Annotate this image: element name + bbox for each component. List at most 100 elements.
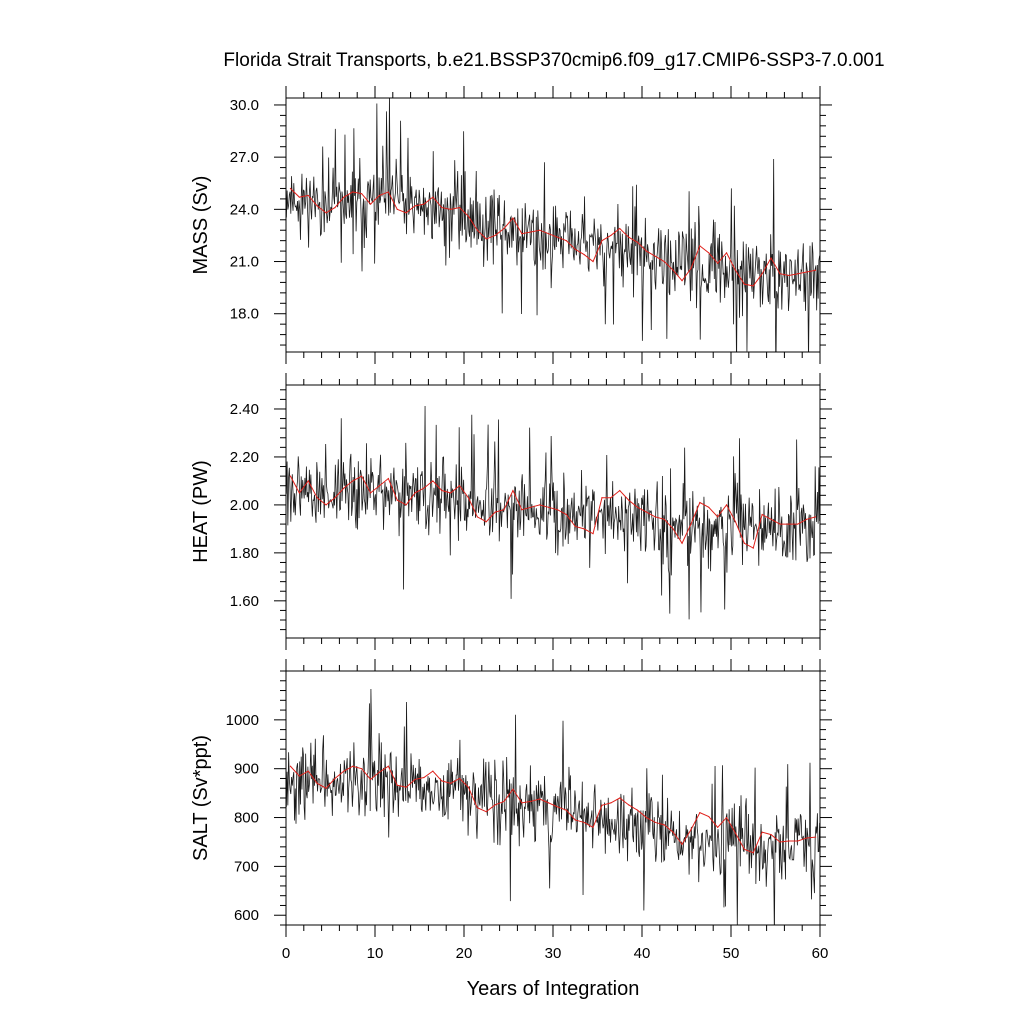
annual-mean-point [708, 506, 710, 508]
annual-mean-point [467, 497, 470, 499]
annual-mean-line [290, 188, 816, 287]
annual-mean-point [717, 516, 719, 518]
annual-mean-point [414, 205, 416, 207]
annual-mean-point [628, 804, 630, 806]
annual-mean-point [405, 786, 407, 788]
annual-mean-point [343, 487, 345, 489]
annual-mean-point [734, 832, 737, 834]
annual-mean-point [369, 778, 372, 781]
annual-mean-point [814, 269, 817, 271]
annual-mean-point [547, 233, 550, 235]
annual-mean-point [485, 811, 487, 813]
annual-mean-point [298, 492, 300, 494]
x-tick-label: 30 [545, 945, 562, 962]
annual-mean-point [432, 196, 434, 198]
annual-mean-point [458, 207, 461, 209]
annual-mean-point [387, 765, 389, 767]
x-tick-label: 50 [723, 945, 740, 962]
annual-mean-point [476, 516, 478, 518]
annual-mean-point [592, 533, 594, 535]
y-tick-label: 18.0 [230, 306, 259, 323]
annual-mean-point [565, 240, 567, 242]
annual-mean-point [378, 771, 381, 773]
annual-mean-point [369, 203, 372, 205]
annual-mean-point [441, 207, 443, 209]
annual-mean-point [681, 280, 683, 282]
annual-mean-point [619, 227, 621, 230]
annual-mean-point [574, 819, 576, 821]
annual-mean-point [405, 504, 407, 506]
annual-mean-point [645, 816, 648, 819]
monthly-series-line [286, 98, 820, 352]
annual-mean-point [690, 829, 692, 831]
annual-mean-point [806, 837, 808, 839]
annual-mean-point [628, 499, 630, 501]
monthly-series-line [286, 405, 820, 620]
y-tick-label: 700 [234, 858, 259, 875]
annual-mean-point [539, 798, 541, 800]
annual-mean-point [556, 236, 559, 238]
panel-1: 1.60 1.80 2.00 2.20 2.40 HEAT (PW) [190, 373, 832, 650]
annual-mean-point [325, 212, 327, 214]
y-tick-label: 2.00 [230, 497, 259, 514]
annual-mean-point [663, 260, 665, 263]
annual-mean-point [396, 784, 398, 786]
annual-mean-point [503, 509, 505, 511]
annual-mean-point [610, 234, 612, 237]
annual-mean-point [779, 523, 781, 525]
annual-mean-point [361, 475, 363, 477]
annual-mean-point [672, 528, 674, 530]
annual-mean-point [636, 506, 639, 508]
annual-mean-point [610, 802, 612, 804]
annual-mean-point [592, 826, 594, 828]
annual-mean-point [343, 770, 345, 772]
annual-mean-point [476, 229, 478, 231]
y-tick-label: 24.0 [230, 201, 259, 218]
y-tick-label: 2.40 [230, 401, 259, 418]
annual-mean-point [814, 516, 817, 518]
x-tick-label: 20 [456, 945, 473, 962]
x-tick-label: 60 [812, 945, 829, 962]
annual-mean-point [485, 521, 487, 523]
annual-mean-point [654, 516, 656, 518]
annual-mean-point [743, 283, 745, 285]
annual-mean-point [325, 504, 327, 506]
y-tick-label: 1000 [226, 712, 259, 729]
annual-mean-point [788, 840, 790, 842]
annual-mean-point [414, 492, 416, 494]
annual-mean-point [289, 187, 292, 190]
y-tick-label: 2.20 [230, 449, 259, 466]
annual-mean-point [547, 802, 550, 804]
annual-mean-point [458, 485, 461, 487]
annual-mean-point [423, 776, 425, 779]
annual-mean-point [432, 770, 434, 772]
y-tick-label: 1.80 [230, 545, 259, 562]
annual-mean-point [814, 836, 817, 838]
annual-mean-point [325, 787, 327, 789]
annual-mean-point [352, 191, 354, 193]
annual-mean-point [601, 240, 603, 242]
annual-mean-point [574, 525, 576, 528]
annual-mean-point [521, 509, 523, 511]
annual-mean-point [752, 547, 754, 549]
annual-mean-point [788, 274, 790, 277]
annual-mean-point [414, 778, 416, 781]
annual-mean-point [396, 499, 398, 501]
annual-mean-point [539, 229, 541, 231]
annual-mean-point [565, 809, 567, 811]
annual-mean-point [334, 777, 336, 780]
annual-mean-point [645, 511, 648, 513]
annual-mean-point [352, 480, 354, 482]
annual-mean-point [450, 782, 452, 784]
annual-mean-point [619, 797, 621, 799]
y-tick-label: 800 [234, 810, 259, 827]
annual-mean-point [494, 234, 496, 237]
annual-mean-point [316, 205, 318, 207]
monthly-series-line [286, 688, 820, 925]
annual-mean-point [458, 777, 461, 780]
annual-mean-point [734, 521, 737, 523]
x-tick-label: 40 [634, 945, 651, 962]
annual-mean-point [289, 765, 292, 767]
annual-mean-point [298, 775, 300, 777]
annual-mean-point [779, 841, 781, 843]
